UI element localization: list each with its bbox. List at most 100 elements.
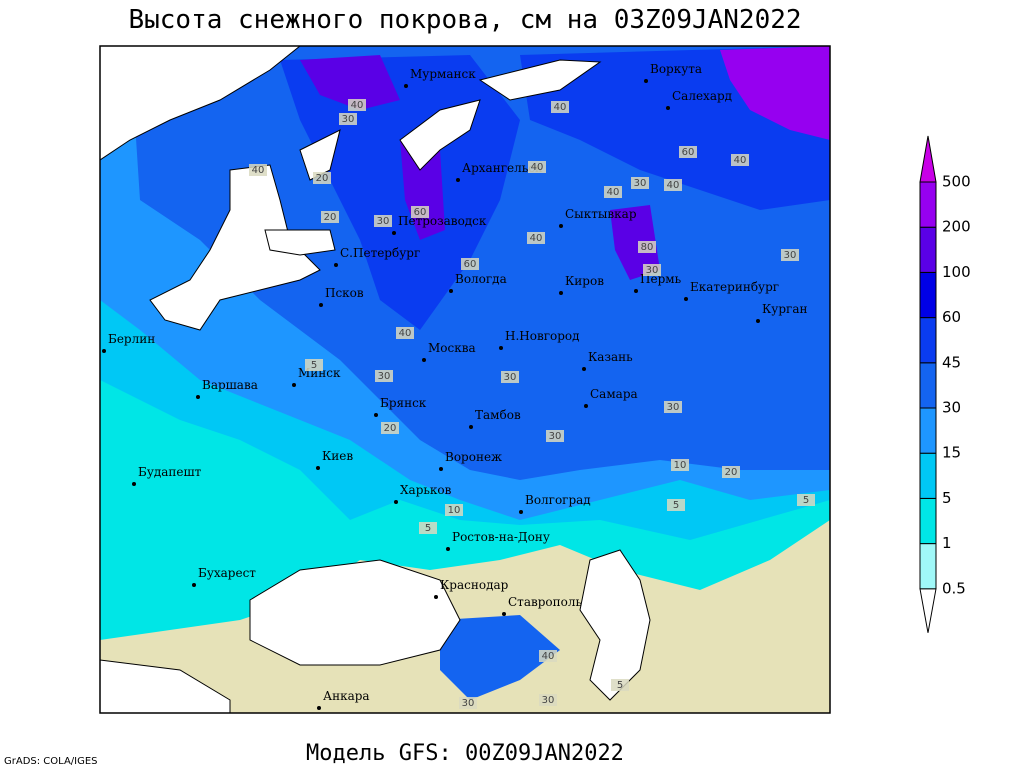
city-label: Берлин: [108, 332, 155, 346]
colorbar-band: [919, 497, 937, 545]
snow-mountains: [440, 615, 560, 700]
city-label: Екатеринбург: [690, 280, 779, 294]
city-label: Вологда: [455, 272, 507, 286]
contour-box: [797, 494, 815, 506]
contour-box: [781, 249, 799, 261]
sea: [100, 46, 301, 161]
contour-box: [679, 146, 697, 158]
city-label: Брянск: [380, 396, 427, 410]
sea: [264, 229, 336, 256]
contour-label: 30: [504, 372, 517, 383]
sea: [100, 659, 231, 713]
city-dot: [449, 289, 453, 293]
frame: [99, 45, 831, 714]
city-dot: [316, 466, 320, 470]
contour-label: 30: [342, 114, 355, 125]
contour-label: 20: [725, 467, 738, 478]
colorbar-band: [919, 317, 937, 364]
city-dot: [422, 358, 426, 362]
city-dot: [439, 467, 443, 471]
city-dot: [559, 291, 563, 295]
city-dot: [334, 263, 338, 267]
colorbar-band: [919, 407, 937, 454]
contour-box: [419, 522, 437, 534]
contour-label: 30: [634, 178, 647, 189]
contour-label: 30: [549, 431, 562, 442]
contour-box: [638, 241, 656, 253]
city-dot: [132, 482, 136, 486]
sea: [478, 59, 602, 101]
city-label: Самара: [590, 387, 638, 401]
colorbar-label: 30: [942, 399, 961, 417]
contour-box: [528, 161, 546, 173]
contour-box: [604, 186, 622, 198]
contour-label: 40: [734, 155, 747, 166]
labels: Мурманск ВоркутаСалехардАрхангельскПетроз…: [102, 62, 815, 710]
city-dot: [756, 319, 760, 323]
city-label: Казань: [588, 350, 633, 364]
city-dot: [392, 231, 396, 235]
snow-60-100: [610, 205, 660, 280]
city-label: Краснодар: [440, 578, 509, 592]
city-label: Мурманск: [410, 67, 476, 81]
contour-box: [459, 697, 477, 709]
city-label: Сыктывкар: [565, 207, 637, 221]
snow-60-100: [300, 55, 400, 110]
contour-label: 40: [607, 187, 620, 198]
city-dot: [196, 395, 200, 399]
city-dot: [519, 510, 523, 514]
contour-box: [667, 499, 685, 511]
contour-label: 30: [784, 250, 797, 261]
footer: Модель GFS: 00Z09JAN2022: [306, 741, 624, 766]
contour-label: 40: [530, 233, 543, 244]
colorbar-label: 45: [942, 353, 961, 371]
city-label: Харьков: [400, 483, 452, 497]
city-label: Псков: [325, 286, 364, 300]
city-label: Киров: [565, 274, 604, 288]
contour-box: [671, 459, 689, 471]
city-dot: [666, 106, 670, 110]
city-dot: [404, 84, 408, 88]
city-label: Воронеж: [445, 450, 502, 464]
contour-box: [374, 215, 392, 227]
contour-label: 20: [316, 173, 329, 184]
contour-label: 20: [384, 423, 397, 434]
city-dot: [456, 178, 460, 182]
city-label: Тамбов: [475, 408, 521, 422]
contour-box: [631, 177, 649, 189]
city-label: Варшава: [202, 378, 258, 392]
contour-box: [501, 371, 519, 383]
city-dot: [102, 349, 106, 353]
contour-box: [313, 172, 331, 184]
city-label: Курган: [762, 302, 807, 316]
city-dot: [192, 583, 196, 587]
city-label: Н.Новгород: [505, 329, 580, 343]
contour-box: [664, 401, 682, 413]
city-label: Ростов-на-Дону: [452, 530, 550, 544]
contour-box: [396, 327, 414, 339]
contour-box: [551, 101, 569, 113]
colorbar-label: 0.5: [942, 579, 966, 597]
city-dot: [502, 612, 506, 616]
colorbar-band: [919, 181, 937, 228]
contour-box: [411, 206, 429, 218]
city-label: Будапешт: [138, 465, 202, 479]
city-label: Архангельск: [462, 161, 543, 175]
contour-box: [249, 164, 267, 176]
contour-label: 30: [542, 695, 555, 706]
contour-box: [722, 466, 740, 478]
contour-label: 30: [377, 216, 390, 227]
city-label: С.Петербург: [340, 246, 420, 260]
city-label: Волгоград: [525, 493, 591, 507]
city-dot: [559, 224, 563, 228]
contour-label: 40: [542, 651, 555, 662]
colorbar-label: 500: [942, 173, 971, 191]
colorbar-label: 1: [942, 534, 952, 552]
contour-label: 60: [414, 207, 427, 218]
contour-box: [546, 430, 564, 442]
colorbar-label: 60: [942, 308, 961, 326]
contour-label: 40: [531, 162, 544, 173]
contour-box: [375, 370, 393, 382]
contour-label: 60: [464, 259, 477, 270]
